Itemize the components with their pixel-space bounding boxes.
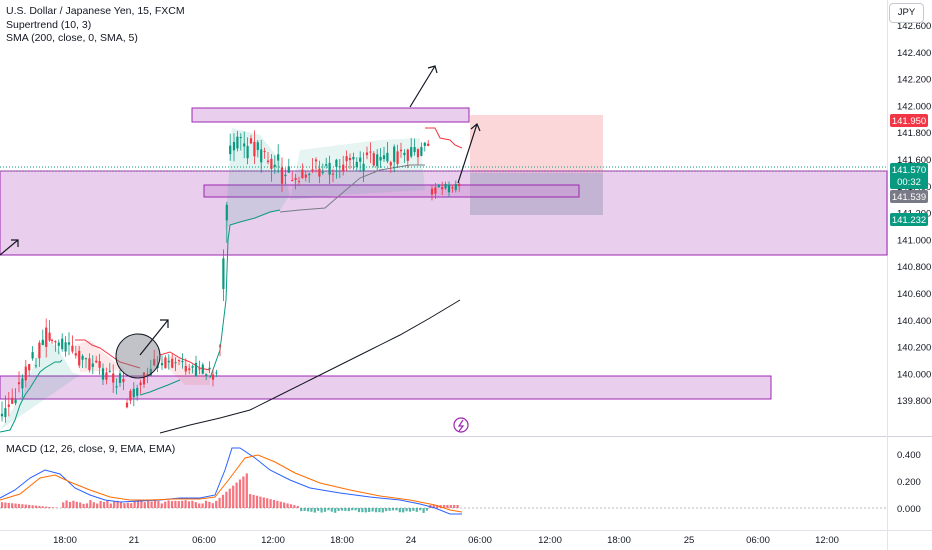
price-tick: 141.000 <box>897 235 931 246</box>
macd-histogram <box>0 473 459 513</box>
price-tick: 140.800 <box>897 262 931 273</box>
macd-tick: 0.400 <box>897 450 921 461</box>
indicator-supertrend[interactable]: Supertrend (10, 3) <box>6 19 92 31</box>
price-badge <box>890 213 928 226</box>
time-tick: 06:00 <box>746 535 770 546</box>
time-tick: 12:00 <box>538 535 562 546</box>
price-tick: 141.600 <box>897 155 931 166</box>
resistance-zone[interactable] <box>191 107 470 123</box>
price-badge <box>890 190 928 203</box>
price-badge-label: 141.539 <box>892 192 926 203</box>
price-badge <box>890 163 928 189</box>
supertrend-up-line-2 <box>139 379 181 396</box>
price-tick: 140.200 <box>897 343 931 354</box>
price-tick: 139.800 <box>897 396 931 407</box>
time-tick: 06:00 <box>192 535 216 546</box>
lightning-icon[interactable] <box>453 417 469 433</box>
price-tick: 142.600 <box>897 21 931 32</box>
price-tick: 140.400 <box>897 316 931 327</box>
time-tick: 12:00 <box>815 535 839 546</box>
time-tick: 18:00 <box>330 535 354 546</box>
macd-tick: 0.200 <box>897 477 921 488</box>
price-tick: 142.200 <box>897 75 931 86</box>
macd-axis[interactable]: 0.400 0.200 0.000 <box>897 450 921 515</box>
annotation-arrows[interactable] <box>0 65 481 356</box>
supertrend-up-line-3 <box>209 209 281 379</box>
supertrend-down-line-2 <box>159 351 211 371</box>
price-badge-label: 141.950 <box>892 116 926 127</box>
price-badge-label: 141.570 <box>892 165 926 176</box>
lower-zone[interactable] <box>0 375 772 400</box>
macd-signal-line <box>0 454 463 513</box>
sma-line <box>159 299 461 434</box>
demand-zone-large[interactable] <box>0 170 888 256</box>
time-tick: 25 <box>684 535 695 546</box>
time-tick: 24 <box>406 535 417 546</box>
macd-tick: 0.000 <box>897 504 921 515</box>
candles <box>0 130 461 423</box>
price-tick: 140.000 <box>897 369 931 380</box>
price-tick: 142.400 <box>897 48 931 59</box>
supertrend-up-fill-2 <box>225 128 290 230</box>
time-tick: 18:00 <box>53 535 77 546</box>
position-stop-zone[interactable] <box>470 115 603 173</box>
time-tick: 18:00 <box>607 535 631 546</box>
price-badge-sub: 00:32 <box>897 177 921 188</box>
time-axis[interactable]: 18:00 21 06:00 12:00 18:00 24 06:00 12:00 18:00 2… <box>53 535 839 546</box>
price-badge <box>890 114 928 127</box>
supertrend-down-line-3 <box>425 127 463 149</box>
indicator-sma[interactable]: SMA (200, close, 0, SMA, 5) <box>6 32 138 44</box>
price-badge-label: 141.232 <box>892 215 926 226</box>
indicator-macd[interactable]: MACD (12, 26, close, 9, EMA, EMA) <box>6 443 176 455</box>
price-tick: 142.000 <box>897 101 931 112</box>
time-tick: 06:00 <box>468 535 492 546</box>
symbol-title[interactable]: U.S. Dollar / Japanese Yen, 15, FXCM <box>6 5 185 17</box>
price-tick: 141.800 <box>897 128 931 139</box>
price-tick: 140.600 <box>897 289 931 300</box>
supertrend-up-line-1 <box>0 359 63 433</box>
support-zone[interactable] <box>203 184 580 198</box>
highlight-circle[interactable] <box>115 333 161 379</box>
supertrend-up-line-4 <box>279 164 425 213</box>
time-tick: 21 <box>129 535 140 546</box>
supertrend-down-line-1 <box>75 339 141 369</box>
time-tick: 12:00 <box>261 535 285 546</box>
currency-button[interactable]: JPY <box>889 3 924 23</box>
supertrend-up-fill-3 <box>290 138 425 200</box>
